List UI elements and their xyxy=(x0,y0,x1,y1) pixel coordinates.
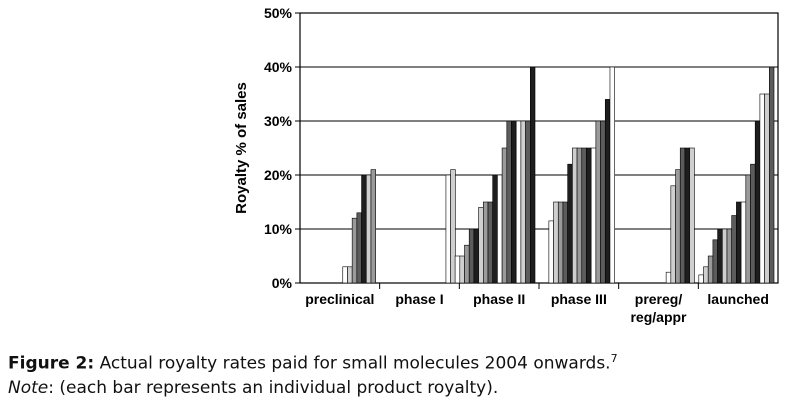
bar xyxy=(750,163,756,284)
bar xyxy=(576,147,583,284)
y-tick-label: 20% xyxy=(264,167,293,183)
x-category-label: preclinical xyxy=(305,291,374,307)
bar xyxy=(365,174,372,284)
bar xyxy=(553,201,559,284)
note-label: Note xyxy=(8,377,49,398)
bar xyxy=(529,66,536,284)
bar xyxy=(473,228,479,284)
bar xyxy=(482,201,489,284)
bar xyxy=(717,228,723,284)
x-category-label: phase II xyxy=(473,291,525,307)
note-text: : (each bar represents an individual pro… xyxy=(48,377,499,398)
bar xyxy=(506,120,512,284)
bar xyxy=(464,244,470,284)
bar xyxy=(675,169,681,284)
bar xyxy=(497,174,503,284)
bar xyxy=(670,185,676,284)
bar xyxy=(557,201,564,284)
bar xyxy=(370,169,376,284)
x-category-label: phase III xyxy=(551,291,607,307)
y-tick-label: 40% xyxy=(264,59,293,75)
bar xyxy=(754,120,761,284)
y-tick-label: 50% xyxy=(264,5,293,21)
bar xyxy=(347,266,353,284)
bar xyxy=(764,93,770,284)
y-tick-label: 0% xyxy=(272,275,293,291)
bar xyxy=(703,266,709,284)
bar xyxy=(595,120,601,284)
bar xyxy=(567,163,573,284)
bar xyxy=(511,120,517,284)
caption-line-1: Figure 2: Actual royalty rates paid for … xyxy=(8,347,778,376)
bar xyxy=(501,147,508,284)
bar xyxy=(684,147,690,284)
x-category-label: phase I xyxy=(395,291,443,307)
bar xyxy=(679,147,686,284)
bar xyxy=(487,201,493,284)
bar xyxy=(450,169,456,284)
bar xyxy=(731,215,737,284)
bar xyxy=(707,255,714,284)
bar xyxy=(745,174,751,284)
bar xyxy=(515,120,522,284)
bar xyxy=(520,120,526,284)
y-tick-label: 10% xyxy=(264,221,293,237)
bar xyxy=(361,174,367,284)
bar xyxy=(600,120,606,284)
bar xyxy=(721,228,728,284)
bar xyxy=(768,66,775,284)
bar xyxy=(356,212,362,284)
caption-text: Actual royalty rates paid for small mole… xyxy=(94,353,611,374)
bar xyxy=(351,217,358,284)
bar xyxy=(740,201,747,284)
bar xyxy=(581,147,587,284)
bar xyxy=(468,228,475,284)
bar xyxy=(586,147,592,284)
caption-reference: 7 xyxy=(610,352,618,365)
bar xyxy=(609,66,615,284)
bar xyxy=(712,239,718,284)
bar xyxy=(689,147,695,284)
bar xyxy=(459,255,465,284)
y-tick-label: 30% xyxy=(264,113,293,129)
x-category-label: launched xyxy=(707,291,768,307)
x-category-label: reg/appr xyxy=(630,309,687,325)
bar xyxy=(548,220,554,284)
figure-label: Figure 2: xyxy=(8,353,95,374)
bar xyxy=(562,201,568,284)
bar xyxy=(604,99,611,284)
bar xyxy=(665,271,672,284)
bar xyxy=(478,207,484,284)
x-category-label: prereg/ xyxy=(635,291,683,307)
bar xyxy=(590,147,597,284)
bar xyxy=(736,201,742,284)
y-axis-title: Royalty % of sales xyxy=(233,82,250,214)
bar xyxy=(759,93,765,284)
bar xyxy=(698,274,704,284)
bar xyxy=(726,228,732,284)
bar xyxy=(454,255,461,284)
bar xyxy=(572,147,578,284)
bar xyxy=(492,174,498,284)
caption-line-2: Note: (each bar represents an individual… xyxy=(8,376,778,400)
bar xyxy=(445,174,451,284)
bar xyxy=(525,120,531,284)
royalty-chart: 0% 10% 20% 30% 40% 50% Royalty % of sales precl… xyxy=(233,5,779,325)
figure-caption: Figure 2: Actual royalty rates paid for … xyxy=(8,347,778,400)
bar xyxy=(342,266,348,284)
